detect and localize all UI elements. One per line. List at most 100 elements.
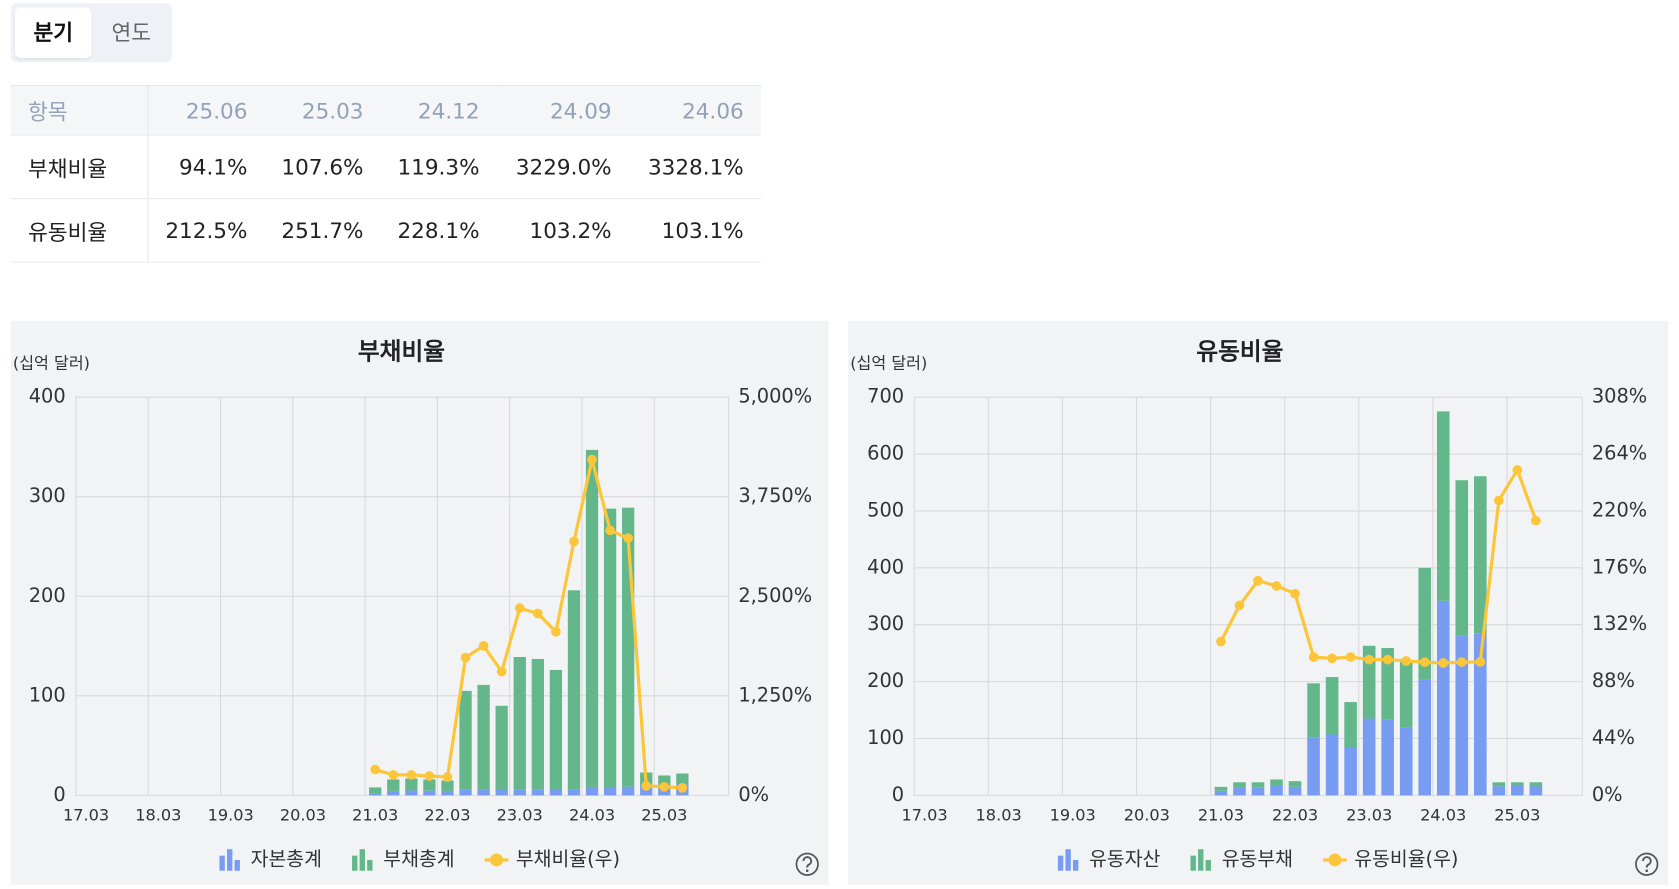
bar (1233, 787, 1246, 796)
bar (622, 786, 635, 796)
bar (405, 778, 418, 791)
bar (495, 790, 508, 796)
line-point (1531, 515, 1541, 526)
tab-quarter[interactable]: 분기 (15, 7, 92, 59)
y2-tick-label: 44% (1592, 726, 1635, 749)
chart-title: 부채비율 (358, 338, 445, 366)
bar (603, 508, 617, 788)
legend-label: 부채비율(우) (516, 847, 620, 870)
legend-icon (234, 859, 240, 871)
y-axis-label: (십억 달러) (850, 353, 927, 372)
x-tick-label: 23.03 (1346, 805, 1392, 824)
bar (676, 773, 689, 785)
bar (1251, 782, 1265, 788)
line-point (1327, 653, 1337, 664)
bar (1270, 779, 1283, 786)
bar (495, 705, 508, 791)
chart: 유동비율 (십억 달러) 0 100 200 300 400 500 600 700 0% 44% 88… (848, 320, 1669, 885)
bar (1455, 635, 1469, 796)
table-row: 부채비율 94.1% 107.6% 119.3% 3229.0% 3328.1% (10, 135, 761, 200)
y-tick-label: 300 (29, 484, 66, 507)
bar (1214, 790, 1228, 796)
line-point (623, 533, 634, 544)
bar (531, 789, 544, 796)
help-circle (795, 852, 819, 876)
legend-icon (352, 855, 358, 871)
table-cell: 유동비율 (10, 198, 149, 263)
table-cell: 부채비율 (10, 135, 149, 200)
line-point (587, 454, 597, 465)
y2-tick-label: 1,250% (738, 683, 812, 706)
bar (1492, 782, 1506, 787)
bar (459, 690, 472, 790)
line-point (1345, 652, 1356, 662)
line-point (1382, 654, 1393, 665)
y-tick-label: 400 (867, 555, 904, 578)
line-point (442, 772, 453, 782)
bar (369, 793, 382, 796)
y-tick-label: 400 (29, 385, 66, 408)
bar (423, 790, 436, 796)
line-point (478, 640, 489, 651)
bar (1344, 747, 1357, 796)
x-tick-label: 24.03 (1420, 805, 1466, 824)
line-point (370, 764, 381, 775)
y2-tick-label: 0% (1592, 783, 1623, 806)
bar (1436, 600, 1450, 796)
table-row: 항목 25.06 25.03 24.12 24.09 24.06 (10, 85, 761, 136)
table-cell: 25.03 (264, 85, 381, 136)
table-cell: 228.1% (380, 198, 497, 263)
legend-icon (1072, 859, 1079, 871)
legend-icon (490, 853, 503, 867)
bar (1529, 782, 1543, 787)
chart: 부채비율 (십억 달러) 0 100 200 300 400 0% 1,250% 2,500% 3,… (10, 320, 829, 885)
bar (1418, 567, 1432, 680)
bar (423, 779, 436, 791)
line-point (1401, 656, 1412, 666)
bar (1288, 781, 1302, 787)
bar (1307, 683, 1320, 738)
legend-label: 부채총계 (383, 847, 454, 870)
help-dot (805, 869, 809, 873)
y-tick-label: 100 (29, 683, 66, 706)
y-tick-label: 600 (867, 442, 904, 465)
legend-label: 유동부채 (1222, 847, 1293, 870)
x-tick-label: 19.03 (208, 805, 254, 824)
y2-tick-label: 88% (1592, 669, 1635, 692)
y2-tick-label: 3,750% (738, 484, 812, 507)
bar (1381, 719, 1394, 796)
bar (549, 789, 563, 796)
table-cell: 24.09 (496, 85, 629, 136)
line-point (1364, 654, 1374, 665)
line-point (641, 781, 652, 791)
bar (1529, 786, 1543, 796)
help-icon[interactable] (1635, 852, 1659, 876)
legend-item: 유동비율(우) (1323, 847, 1458, 870)
x-tick-label: 21.03 (1198, 805, 1244, 824)
y-tick-label: 700 (867, 385, 904, 408)
bar (567, 590, 581, 790)
legend-icon (1065, 849, 1071, 871)
bar (1455, 480, 1469, 636)
line-point (424, 771, 435, 781)
tab-year[interactable]: 연도 (111, 19, 152, 46)
y2-tick-label: 5,000% (738, 385, 812, 408)
legend-item: 부채비율(우) (484, 847, 620, 870)
x-tick-label: 25.03 (1494, 805, 1540, 824)
help-icon[interactable] (795, 852, 819, 876)
legend: 자본총계 부채총계 부채비율(우) (219, 847, 620, 871)
y2-tick-label: 0% (738, 783, 769, 806)
table-cell: 3229.0% (496, 135, 629, 200)
bar (1399, 727, 1413, 796)
line-point (1271, 581, 1282, 591)
legend-label: 유동자산 (1089, 847, 1160, 870)
line-point (1438, 658, 1449, 668)
x-tick-label: 22.03 (424, 805, 470, 824)
legend-item: 유동부채 (1190, 847, 1293, 871)
bar (387, 790, 400, 796)
line-point (1308, 652, 1319, 662)
bar (1474, 476, 1487, 634)
bar (477, 789, 490, 796)
legend-icon (1328, 853, 1342, 867)
bar (658, 775, 671, 786)
